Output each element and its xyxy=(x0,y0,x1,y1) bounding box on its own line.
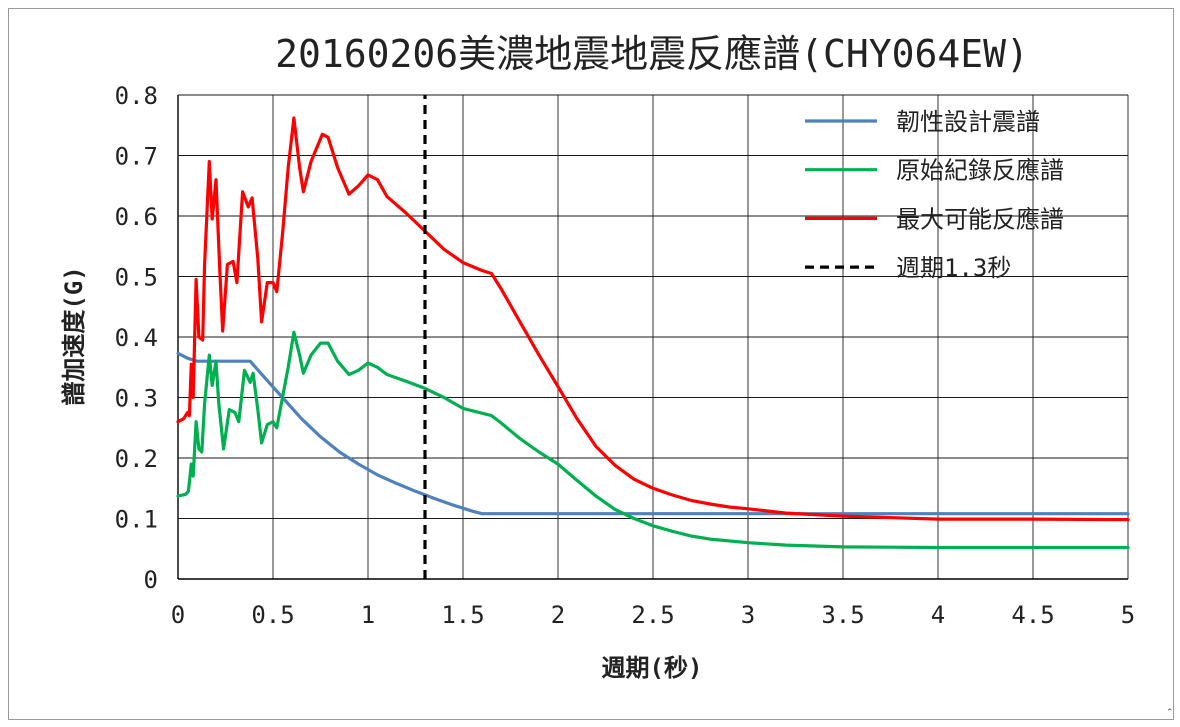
series-layer xyxy=(176,95,1130,579)
x-tick-label: 1.5 xyxy=(441,601,484,629)
x-tick-label: 1 xyxy=(361,601,375,629)
y-tick-label: 0.7 xyxy=(115,143,158,171)
y-tick-label: 0.1 xyxy=(115,506,158,534)
y-tick-label: 0.3 xyxy=(115,385,158,413)
y-tick-label: 0.6 xyxy=(115,203,158,231)
x-axis-label: 週期(秒) xyxy=(602,654,703,682)
x-tick-label: 4.5 xyxy=(1011,601,1054,629)
series-line-2 xyxy=(176,330,1130,550)
y-tick-label: 0 xyxy=(144,566,158,594)
x-tick-label: 4 xyxy=(931,601,945,629)
grid xyxy=(177,94,1129,580)
x-tick-label: 2.5 xyxy=(631,601,674,629)
x-axis-ticks: 0 0.5 1 1.5 2 2.5 3 3.5 4 4.5 5 xyxy=(171,601,1135,629)
x-tick-label: 5 xyxy=(1121,601,1135,629)
series-line-3 xyxy=(176,116,1130,522)
corner-handle: ⌃ xyxy=(1166,708,1174,718)
y-tick-label: 0.4 xyxy=(115,324,158,352)
y-tick-label: 0.2 xyxy=(115,445,158,473)
series-line-1 xyxy=(176,351,1130,516)
legend-label: 週期1.3秒 xyxy=(896,254,1011,282)
x-tick-label: 3.5 xyxy=(821,601,864,629)
x-tick-label: 3 xyxy=(741,601,755,629)
y-axis-label: 譜加速度(G) xyxy=(60,266,88,405)
y-tick-label: 0.8 xyxy=(115,82,158,110)
chart-title: 20160206美濃地震地震反應譜(CHY064EW) xyxy=(275,32,1029,76)
legend-label: 最大可能反應譜 xyxy=(896,205,1064,233)
legend-label: 原始紀錄反應譜 xyxy=(896,157,1064,185)
y-tick-label: 0.5 xyxy=(115,264,158,292)
x-tick-label: 2 xyxy=(551,601,565,629)
x-tick-label: 0.5 xyxy=(251,601,294,629)
legend-label: 韌性設計震譜 xyxy=(896,108,1040,136)
y-axis-ticks: 0 0.1 0.2 0.3 0.4 0.5 0.6 0.7 0.8 xyxy=(115,82,158,594)
x-tick-label: 0 xyxy=(171,601,185,629)
chart-frame xyxy=(8,8,1174,720)
